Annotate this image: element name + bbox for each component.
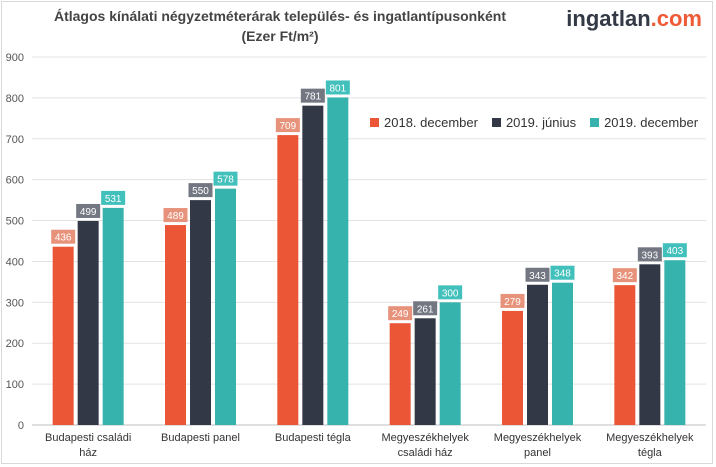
data-label: 781 [304,92,321,103]
bar [190,200,211,425]
chart-title-line1: Átlagos kínálati négyzetméterárak telepü… [53,8,506,24]
bar [52,246,74,425]
y-tick-label: 300 [6,297,24,309]
data-label: 249 [392,309,409,320]
bar [102,207,124,425]
legend-item-2018-december: 2018. december [370,115,478,130]
data-label-box [188,183,213,198]
bar [414,318,436,425]
data-label: 403 [666,246,683,257]
data-label: 300 [442,288,459,299]
data-label: 550 [192,186,209,197]
x-tick-label: Budapesti panel [161,432,240,444]
chart-title: Átlagos kínálati négyzetméterárak telepü… [0,6,560,46]
bar [389,323,411,425]
x-tick-label: Megyeszékhelyek [606,432,694,444]
legend-label: 2019. június [505,115,577,130]
data-label-box [612,268,637,283]
y-tick-label: 600 [6,175,24,187]
bar [327,97,349,425]
data-label-box [637,247,662,262]
data-label: 531 [105,194,122,205]
bar [527,284,548,425]
data-label-box [525,267,550,282]
logo-main: ingatlan [566,6,651,31]
data-label-box [101,190,126,205]
y-tick-label: 900 [6,52,24,64]
y-tick-label: 0 [18,420,24,432]
data-label: 348 [554,269,571,280]
data-label: 342 [616,271,633,282]
y-tick-label: 100 [6,379,24,391]
data-label-box [413,301,438,316]
chart-title-line2: (Ezer Ft/m²) [241,28,319,44]
x-tick-label: tégla [638,447,663,459]
data-label: 709 [279,121,296,132]
bar [215,188,236,425]
data-label-box [76,203,101,218]
y-tick-label: 400 [6,256,24,268]
y-tick-label: 200 [6,338,24,350]
data-label: 279 [504,297,521,308]
data-label-box [213,171,238,186]
x-tick-label: Megyeszékhelyek [494,432,582,444]
data-label-box [388,306,413,321]
legend-label: 2018. december [384,115,478,130]
logo-accent: .com [650,6,702,31]
data-label-box [275,118,300,133]
data-label: 489 [167,211,184,222]
legend-item-2019-junius: 2019. június [491,115,577,130]
data-label-box [550,265,575,280]
data-label-box [51,229,76,244]
bar [302,105,324,425]
data-label: 261 [417,304,434,315]
y-tick-label: 800 [6,93,24,105]
legend-swatch [491,118,501,127]
data-label-box [438,285,463,300]
legend: 2018. december 2019. június 2019. decemb… [370,115,698,130]
bar [552,282,573,425]
data-label: 801 [329,83,346,94]
y-tick-label: 700 [6,134,24,146]
legend-item-2019-december: 2019. december [590,115,698,130]
x-tick-label: Megyeszékhelyek [381,432,469,444]
bar [639,264,661,425]
legend-swatch [370,118,379,127]
bar [614,285,636,425]
data-label: 578 [217,175,234,186]
data-label-box [500,293,525,308]
x-tick-label: családi ház [398,447,453,459]
data-label: 436 [55,233,72,244]
x-tick-label: ház [79,447,97,459]
bar [439,302,461,425]
x-tick-label: panel [524,447,551,459]
x-tick-label: Budapesti családi [45,432,131,444]
data-label: 343 [529,271,546,282]
data-label: 393 [641,250,658,261]
data-label-box [163,208,188,223]
bar [277,135,299,425]
data-label: 499 [80,207,97,218]
bar [664,260,686,425]
x-tick-label: Budapesti tégla [275,432,352,444]
bar [502,310,523,425]
y-tick-label: 500 [6,216,24,228]
data-label-box [662,243,687,258]
data-label-box [300,88,325,103]
legend-label: 2019. december [604,115,699,130]
data-label-box [325,80,350,95]
bar [165,225,186,425]
legend-swatch [590,118,600,127]
brand-logo: ingatlan.com [566,6,702,32]
bar [77,220,99,425]
